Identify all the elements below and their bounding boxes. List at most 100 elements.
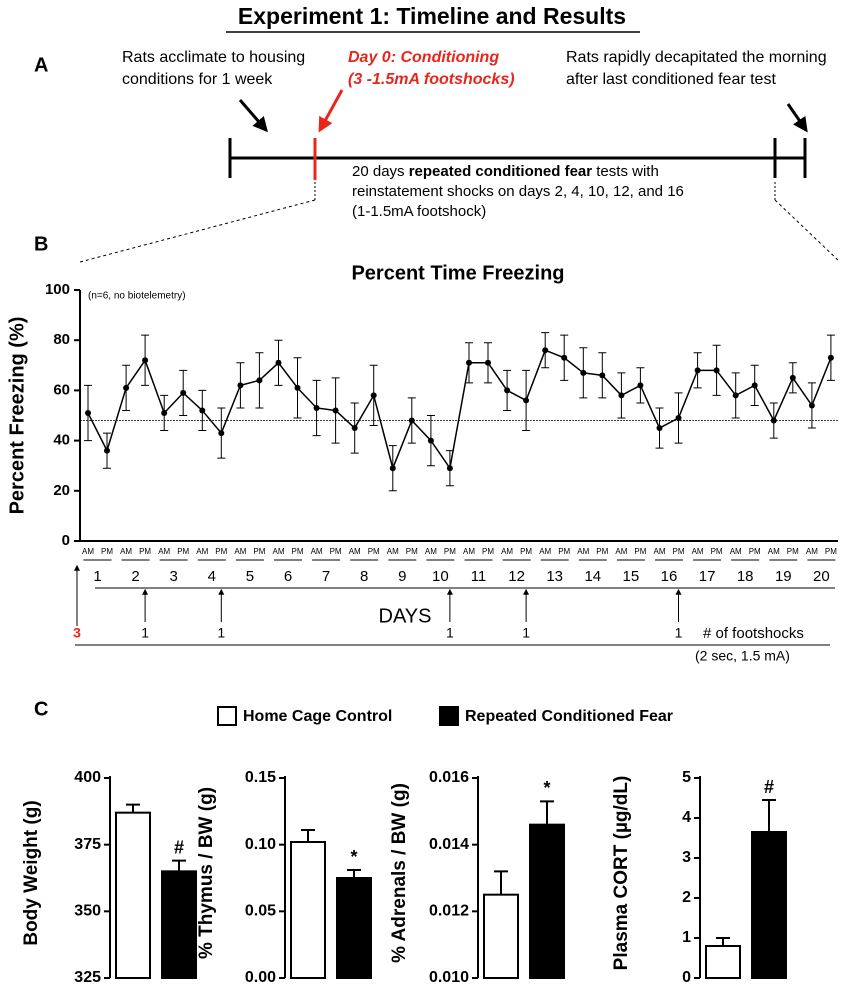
point	[142, 357, 149, 364]
day-label: 7	[322, 568, 330, 585]
legend: Home Cage Control Repeated Conditioned Fe…	[217, 706, 673, 726]
note: (3 -1.5mA footshocks)	[348, 71, 515, 88]
x-tick-label: PM	[253, 547, 265, 556]
y-tick-label: 60	[53, 381, 70, 398]
point	[504, 387, 511, 394]
significance: #	[174, 837, 184, 857]
point	[199, 407, 206, 414]
text-run: tests with	[592, 163, 659, 180]
bar	[115, 811, 151, 980]
day-label: 4	[208, 568, 216, 585]
shock-count: 1	[446, 625, 454, 641]
x-tick-label: PM	[711, 547, 723, 556]
point	[618, 392, 625, 399]
y-axis-label: % Adrenals / BW (g)	[389, 783, 410, 963]
significance: *	[350, 847, 357, 867]
note: conditions for 1 week	[122, 71, 273, 88]
day-label: 19	[775, 568, 792, 585]
shock-count: 3	[73, 625, 81, 641]
day-label: 18	[737, 568, 754, 585]
error-bar	[540, 800, 554, 825]
x-tick-label: PM	[673, 547, 685, 556]
y-axis-label: Body Weight (g)	[21, 800, 42, 945]
y-tick-label: 1	[682, 929, 691, 946]
bar	[290, 841, 326, 979]
x-tick-label: AM	[234, 547, 246, 556]
note: Rats acclimate to housing	[122, 49, 305, 66]
x-tick-label: PM	[558, 547, 570, 556]
x-tick-label: AM	[273, 547, 285, 556]
significance: *	[543, 778, 550, 798]
bar	[751, 831, 787, 979]
point	[408, 417, 415, 424]
error-bar	[301, 829, 315, 842]
x-tick-label: AM	[539, 547, 551, 556]
x-tick-label: PM	[596, 547, 608, 556]
y-tick-label: 0.010	[429, 969, 469, 986]
day-label: 11	[471, 568, 487, 585]
error-bar	[762, 799, 776, 832]
y-tick-label: 2	[682, 889, 691, 906]
error-bar	[126, 803, 140, 813]
y-tick-label: 350	[74, 903, 101, 920]
legend-swatch	[439, 706, 459, 726]
point	[466, 359, 472, 366]
point	[542, 347, 549, 354]
note: Rats rapidly decapitated the morning	[566, 49, 827, 66]
y-axis-label: % Thymus / BW (g)	[196, 787, 217, 959]
legend-swatch	[217, 706, 237, 726]
day-label: 17	[699, 568, 716, 585]
x-tick-label: AM	[158, 547, 170, 556]
significance: #	[764, 777, 774, 797]
day-label: 9	[398, 568, 406, 585]
shock-count: 1	[675, 625, 683, 641]
day-label: 1	[93, 568, 101, 585]
y-tick-label: 0.012	[429, 903, 469, 920]
legend-label: Home Cage Control	[243, 708, 392, 725]
y-tick-label: 0.016	[429, 769, 469, 786]
note: (n=6, no biotelemetry)	[88, 291, 186, 302]
chart-title: Percent Time Freezing	[351, 262, 564, 284]
text-run: 20 days	[352, 163, 409, 180]
point	[656, 425, 663, 432]
point	[161, 409, 168, 416]
x-tick-label: PM	[101, 547, 113, 556]
x-tick-label: PM	[634, 547, 646, 556]
zoom-line	[774, 199, 841, 263]
y-tick-label: 20	[53, 482, 70, 499]
point	[599, 372, 606, 379]
point	[370, 392, 377, 399]
bar	[529, 823, 565, 980]
point	[713, 367, 720, 374]
point	[256, 377, 263, 384]
x-tick-label: PM	[292, 547, 304, 556]
point	[294, 384, 301, 391]
y-axis-label: Plasma CORT (µg/dL)	[611, 776, 632, 971]
y-tick-label: 100	[45, 281, 70, 298]
y-tick-label: 3	[682, 849, 691, 866]
day-label: 2	[131, 568, 139, 585]
shock-label: # of footshocks	[703, 625, 804, 642]
text-run: repeated conditioned fear	[409, 163, 593, 180]
y-tick-label: 400	[74, 769, 101, 786]
point	[827, 354, 834, 361]
point	[561, 354, 568, 361]
shock-count: 1	[217, 625, 225, 641]
x-tick-label: AM	[768, 547, 780, 556]
y-tick-label: 0.05	[245, 903, 276, 920]
bar	[161, 870, 197, 979]
day-label: 20	[813, 568, 830, 585]
day-label: 14	[584, 568, 601, 585]
point	[770, 417, 777, 424]
point	[85, 409, 91, 416]
point	[675, 415, 682, 422]
y-tick-label: 4	[682, 809, 691, 826]
y-tick-label: 0.10	[245, 836, 276, 853]
shock-note: (2 sec, 1.5 mA)	[695, 648, 790, 664]
y-tick-label: 5	[682, 769, 691, 786]
error-bar	[347, 869, 361, 878]
x-tick-label: PM	[368, 547, 380, 556]
x-tick-label: PM	[787, 547, 799, 556]
